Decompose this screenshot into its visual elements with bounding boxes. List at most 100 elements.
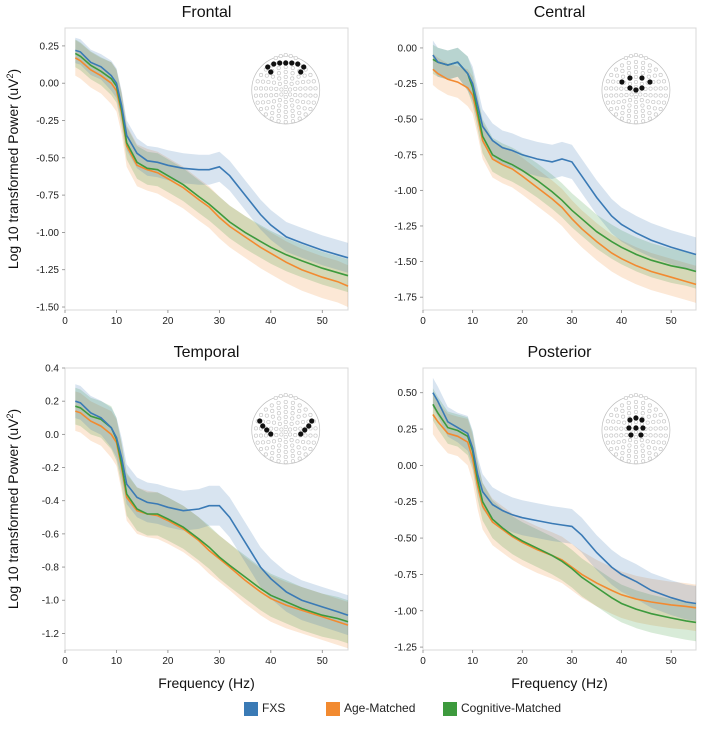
electrode xyxy=(633,94,638,100)
electrode xyxy=(633,52,638,58)
electrode xyxy=(620,110,625,116)
electrode xyxy=(290,119,295,124)
electrode xyxy=(648,433,653,438)
electrode xyxy=(283,439,288,445)
electrode xyxy=(283,52,288,58)
electrode xyxy=(289,438,294,443)
electrode xyxy=(283,392,288,398)
electrode xyxy=(283,69,288,75)
electrode xyxy=(259,412,264,418)
electrode xyxy=(620,408,625,414)
y-tick-label: -1.25 xyxy=(394,221,417,232)
electrode xyxy=(605,440,610,445)
electrode xyxy=(283,434,288,440)
electrode-selected xyxy=(277,60,283,66)
electrode xyxy=(633,459,638,465)
electrode xyxy=(645,420,650,425)
electrode-montage-temporal xyxy=(251,392,321,465)
electrode xyxy=(296,74,301,79)
electrode-selected xyxy=(298,69,304,75)
electrode xyxy=(290,411,295,416)
electrode xyxy=(293,433,298,438)
x-tick-label: 30 xyxy=(214,656,226,667)
series-lines xyxy=(432,54,697,286)
electrode-selected xyxy=(627,85,633,91)
electrode xyxy=(647,403,652,408)
electrode xyxy=(648,93,653,98)
electrode xyxy=(619,433,624,438)
electrode xyxy=(290,405,295,411)
y-tick-label: -0.50 xyxy=(394,115,417,126)
electrode xyxy=(277,81,282,86)
electrode xyxy=(619,426,624,431)
electrode xyxy=(266,419,271,425)
electrode xyxy=(269,93,274,98)
y-tick-label: -1.25 xyxy=(36,265,59,276)
electrode xyxy=(301,79,306,85)
electrode xyxy=(274,93,279,98)
y-tick-label: -0.75 xyxy=(394,150,417,161)
electrode xyxy=(295,80,300,85)
electrode xyxy=(619,116,625,121)
electrode-selected xyxy=(271,61,277,67)
electrode xyxy=(276,405,281,411)
panel-title: Frontal xyxy=(182,4,232,21)
electrode xyxy=(621,414,626,419)
electrode xyxy=(639,421,644,426)
electrode xyxy=(604,93,609,98)
electrode xyxy=(290,453,295,459)
electrode xyxy=(656,79,661,84)
electrode xyxy=(311,79,316,84)
electrode xyxy=(609,412,614,418)
band-fxs xyxy=(75,37,349,273)
electrode xyxy=(308,106,313,112)
electrode xyxy=(609,106,614,112)
electrode xyxy=(645,439,650,444)
electrode xyxy=(303,452,308,457)
electrode xyxy=(626,459,631,464)
electrode xyxy=(640,65,646,71)
figure-legend: FXS Age-Matched Cognitive-Matched xyxy=(0,697,708,719)
legend-swatch-cognitive-matched xyxy=(443,702,457,716)
electrode xyxy=(263,452,268,457)
y-tick-label: 0.00 xyxy=(40,79,60,90)
electrode xyxy=(663,86,668,91)
electrode xyxy=(264,73,269,78)
legend-label-cognitive-matched: Cognitive-Matched xyxy=(461,701,562,715)
electrode xyxy=(266,99,271,105)
electrode xyxy=(283,459,288,465)
electrode xyxy=(296,105,301,110)
electrode xyxy=(270,74,275,79)
x-tick-label: 40 xyxy=(616,656,628,667)
x-tick-label: 50 xyxy=(666,316,678,327)
electrode-selected xyxy=(627,75,633,81)
electrode xyxy=(290,459,295,464)
electrode xyxy=(283,399,288,405)
y-tick-label: -0.25 xyxy=(394,497,417,508)
y-tick-label: -0.75 xyxy=(36,191,59,202)
electrode xyxy=(621,445,626,450)
series-lines xyxy=(74,49,349,287)
electrode xyxy=(653,433,658,438)
band-fxs xyxy=(432,40,696,272)
electrode xyxy=(297,403,302,408)
electrode xyxy=(303,112,308,117)
electrode xyxy=(619,456,625,461)
electrode xyxy=(633,449,638,455)
electrode xyxy=(290,113,295,119)
electrode xyxy=(302,73,307,78)
electrode xyxy=(627,443,632,448)
electrode xyxy=(643,93,648,98)
electrode xyxy=(646,445,651,450)
x-tick-label: 40 xyxy=(265,656,277,667)
electrode xyxy=(640,108,645,113)
electrode xyxy=(633,419,638,425)
electrode xyxy=(652,106,657,111)
y-tick-label: -0.25 xyxy=(394,79,417,90)
electrode xyxy=(295,420,300,425)
electrode xyxy=(628,53,633,59)
electrode xyxy=(288,87,293,92)
electrode xyxy=(288,432,293,437)
electrode xyxy=(611,440,616,445)
y-tick-label: -1.50 xyxy=(394,257,417,268)
